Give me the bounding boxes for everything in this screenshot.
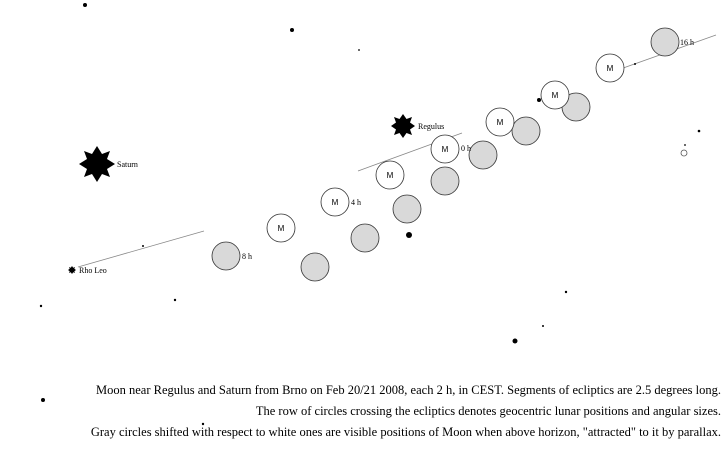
moon-label: M (387, 171, 394, 180)
star (406, 232, 412, 238)
white-moon (485, 107, 515, 137)
star (697, 129, 701, 133)
gray-moon (650, 27, 680, 57)
saturn-marker (79, 146, 115, 182)
hour-label-0h: 0 h (461, 144, 471, 153)
gray-moon (511, 116, 541, 146)
moon-label: M (497, 118, 504, 127)
white-moon (320, 187, 350, 217)
white-moon (375, 160, 405, 190)
star (39, 304, 43, 308)
star (41, 398, 45, 402)
rho-leo-marker (68, 266, 76, 274)
gray-moon (350, 223, 380, 253)
star (290, 28, 294, 32)
hour-label-4h: 4 h (351, 198, 361, 207)
rho-leo-label: Rho Leo (79, 266, 107, 275)
caption-line-3: Gray circles shifted with respect to whi… (90, 425, 721, 439)
white-moon (540, 80, 570, 110)
star (83, 3, 87, 7)
white-moon (430, 134, 460, 164)
white-moon (595, 53, 625, 83)
white-moon (266, 213, 296, 243)
moon-label: M (552, 91, 559, 100)
star (512, 338, 518, 344)
moon-label: M (607, 64, 614, 73)
star (684, 144, 686, 146)
small-open-star (680, 149, 688, 157)
hour-label-16h: 16 h (680, 38, 694, 47)
gray-moon (468, 140, 498, 170)
star (564, 290, 568, 294)
hour-label-8h: 8 h (242, 252, 252, 261)
regulus-label: Regulus (418, 122, 444, 131)
regulus-marker (391, 114, 415, 138)
star (537, 98, 541, 102)
gray-moon (300, 252, 330, 282)
gray-moon (211, 241, 241, 271)
gray-moon-circles (211, 27, 680, 282)
caption-line-1: Moon near Regulus and Saturn from Brno o… (96, 383, 721, 397)
star (201, 422, 205, 426)
star (142, 245, 144, 247)
star (173, 298, 177, 302)
ecliptic-segment-left (77, 230, 205, 268)
star (542, 325, 544, 327)
gray-moon (430, 166, 460, 196)
moon-label: M (442, 145, 449, 154)
white-moon-circles (266, 53, 625, 243)
star (358, 49, 360, 51)
background-stars (39, 3, 701, 426)
star (634, 63, 636, 65)
gray-moon (392, 194, 422, 224)
moon-label: M (332, 198, 339, 207)
moon-labels: M M M M M M M (278, 64, 614, 233)
moon-label: M (278, 224, 285, 233)
saturn-label: Saturn (117, 160, 138, 169)
caption-line-2: The row of circles crossing the ecliptic… (255, 404, 721, 418)
